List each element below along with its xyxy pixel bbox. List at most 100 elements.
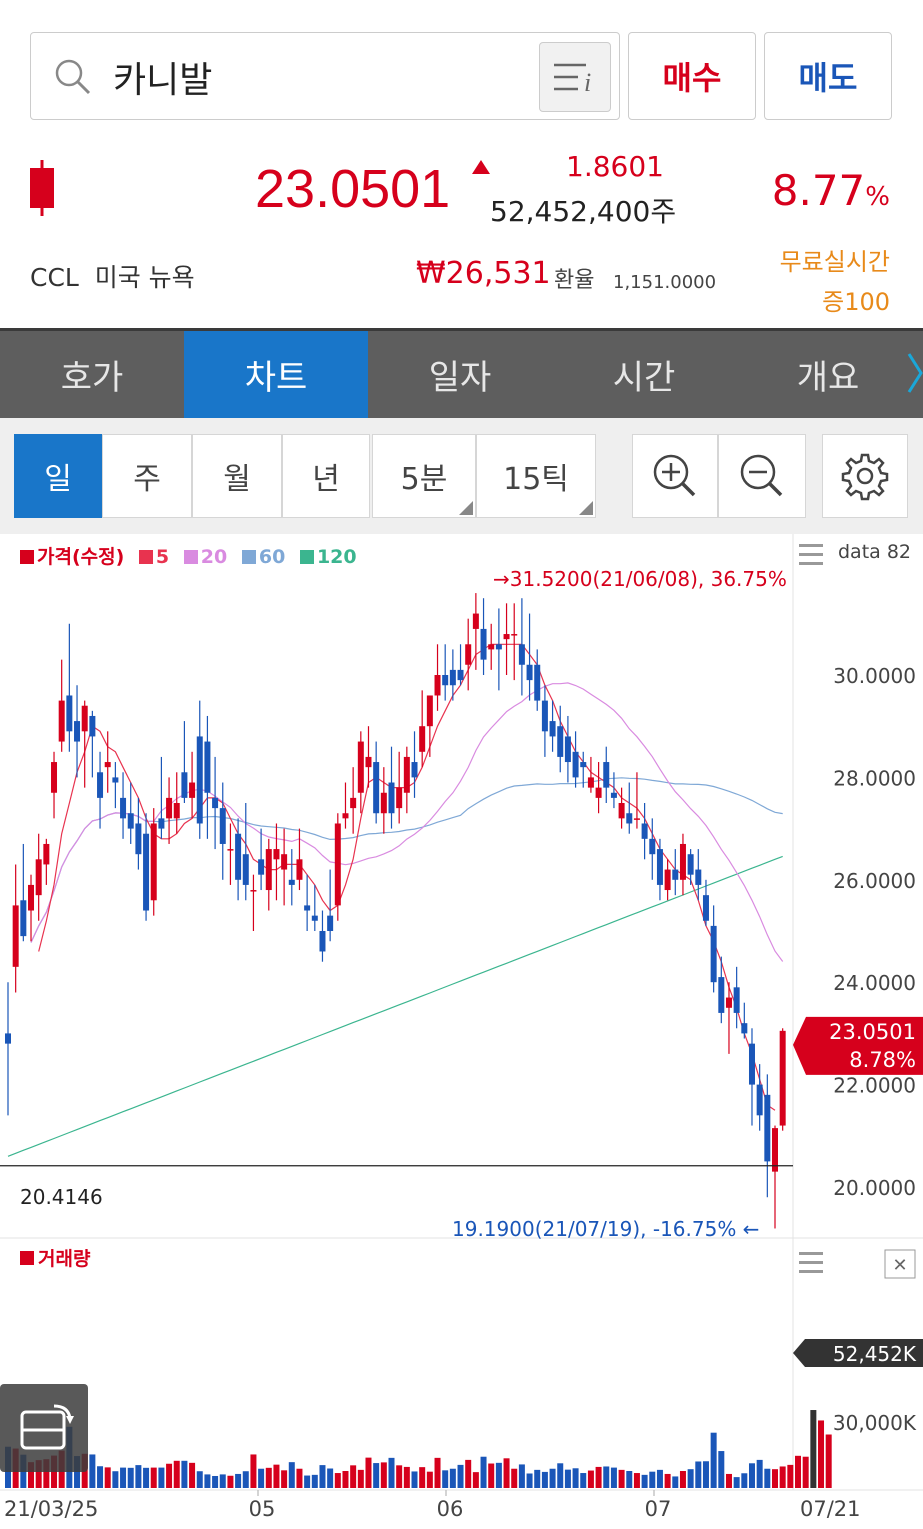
tab-chart[interactable]: 차트 — [184, 331, 368, 418]
tab-daily[interactable]: 일자 — [428, 358, 492, 398]
volume-bar — [748, 1463, 755, 1488]
period-5min-button[interactable]: 5분 — [372, 434, 476, 518]
candle — [35, 833, 42, 921]
volume-bar — [112, 1471, 119, 1488]
realtime-badge[interactable]: 무료실시간 증100 — [779, 248, 890, 316]
candle — [150, 808, 157, 916]
candle — [219, 782, 226, 880]
candle — [679, 833, 686, 896]
candle — [610, 772, 617, 809]
candle — [664, 859, 671, 901]
volume-bar — [511, 1468, 518, 1488]
candle — [695, 849, 702, 901]
volume-bar — [150, 1467, 157, 1488]
candle — [503, 603, 510, 675]
candle — [189, 751, 196, 819]
list-menu-icon[interactable]: i — [539, 42, 611, 112]
volume-bar — [465, 1459, 472, 1488]
price-chart[interactable]: 30.0000 28.0000 26.0000 24.0000 22.0000 20.00… — [0, 534, 923, 1529]
zoom-in-button[interactable] — [632, 434, 718, 518]
volume-bar — [396, 1465, 403, 1488]
expand-chart-button[interactable] — [0, 1384, 88, 1472]
chevron-right-icon[interactable] — [905, 350, 923, 396]
date-tick-label: 07 — [645, 1497, 672, 1521]
candle — [380, 767, 387, 834]
volume-bar — [442, 1470, 449, 1488]
legend-ma60: 60 — [241, 546, 285, 568]
period-15tick-button[interactable]: 15틱 — [476, 434, 596, 518]
period-week-button[interactable]: 주 — [102, 434, 192, 518]
volume-legend-swatch — [20, 1251, 34, 1265]
volume-bar — [181, 1460, 188, 1488]
close-icon: ✕ — [892, 1255, 907, 1276]
volume-bar — [120, 1467, 127, 1488]
candle — [626, 782, 633, 834]
candle — [181, 721, 188, 803]
volume-bar — [219, 1474, 226, 1488]
candle — [97, 751, 104, 829]
candle-series — [5, 593, 786, 1229]
period-day-button[interactable]: 일 — [14, 434, 102, 518]
candle — [12, 864, 19, 993]
volume-bar — [764, 1468, 771, 1488]
candle — [764, 1074, 771, 1198]
volume-bar — [810, 1410, 817, 1488]
volume-bar — [518, 1464, 525, 1488]
volume-bar — [304, 1475, 311, 1488]
settings-button[interactable] — [822, 434, 908, 518]
price-tick-label: 30.0000 — [833, 664, 916, 688]
volume-bar — [733, 1477, 740, 1488]
candle — [618, 787, 625, 829]
candle — [304, 874, 311, 931]
volume-close-button[interactable]: ✕ — [884, 1249, 916, 1279]
candle — [66, 623, 73, 752]
volume-bar — [787, 1464, 794, 1488]
candle — [411, 731, 418, 798]
tab-overview[interactable]: 개요 — [796, 358, 860, 398]
candle — [564, 715, 571, 783]
candle — [426, 695, 433, 757]
period-month-button[interactable]: 월 — [192, 434, 282, 518]
candle — [74, 685, 81, 778]
candle — [43, 838, 50, 885]
volume-bar — [419, 1467, 426, 1488]
zoom-out-button[interactable] — [718, 434, 806, 518]
candle — [350, 767, 357, 834]
change-percent: 8.77% — [771, 166, 890, 215]
date-tick-label: 07/21 — [800, 1497, 861, 1521]
volume-bar — [265, 1467, 272, 1488]
volume-bar — [495, 1462, 502, 1488]
volume-bar — [480, 1456, 487, 1488]
volume-bar — [603, 1466, 610, 1488]
candle — [449, 649, 456, 701]
candle — [434, 644, 441, 711]
reference-line-label: 20.4146 — [20, 1185, 103, 1209]
tab-time[interactable]: 시간 — [612, 358, 676, 398]
volume-bar — [357, 1469, 364, 1488]
volume-bar — [503, 1458, 510, 1488]
volume-menu-icon[interactable] — [799, 1252, 823, 1273]
volume-bar — [242, 1471, 249, 1488]
chart-menu-icon[interactable] — [799, 544, 823, 565]
candle — [465, 618, 472, 691]
volume-bar — [258, 1468, 265, 1488]
volume-bar — [564, 1469, 571, 1488]
candle — [649, 818, 656, 880]
volume-bar — [641, 1474, 648, 1488]
tab-orderbook[interactable]: 호가 — [60, 358, 124, 398]
candle — [120, 772, 127, 839]
period-year-button[interactable]: 년 — [282, 434, 370, 518]
volume-legend-label: 거래량 — [38, 1248, 91, 1270]
candle — [311, 884, 318, 931]
candle — [472, 593, 479, 670]
candle — [51, 751, 58, 819]
volume-axis-tick: 30,000K — [833, 1411, 917, 1435]
search-input[interactable]: 카니발 i — [30, 32, 620, 120]
volume-bar — [250, 1454, 257, 1488]
volume-bar — [818, 1420, 825, 1488]
volume-bar — [403, 1466, 410, 1488]
volume-bar — [672, 1476, 679, 1488]
buy-button[interactable]: 매수 — [628, 32, 756, 120]
sell-button[interactable]: 매도 — [764, 32, 892, 120]
candle — [718, 956, 725, 1024]
